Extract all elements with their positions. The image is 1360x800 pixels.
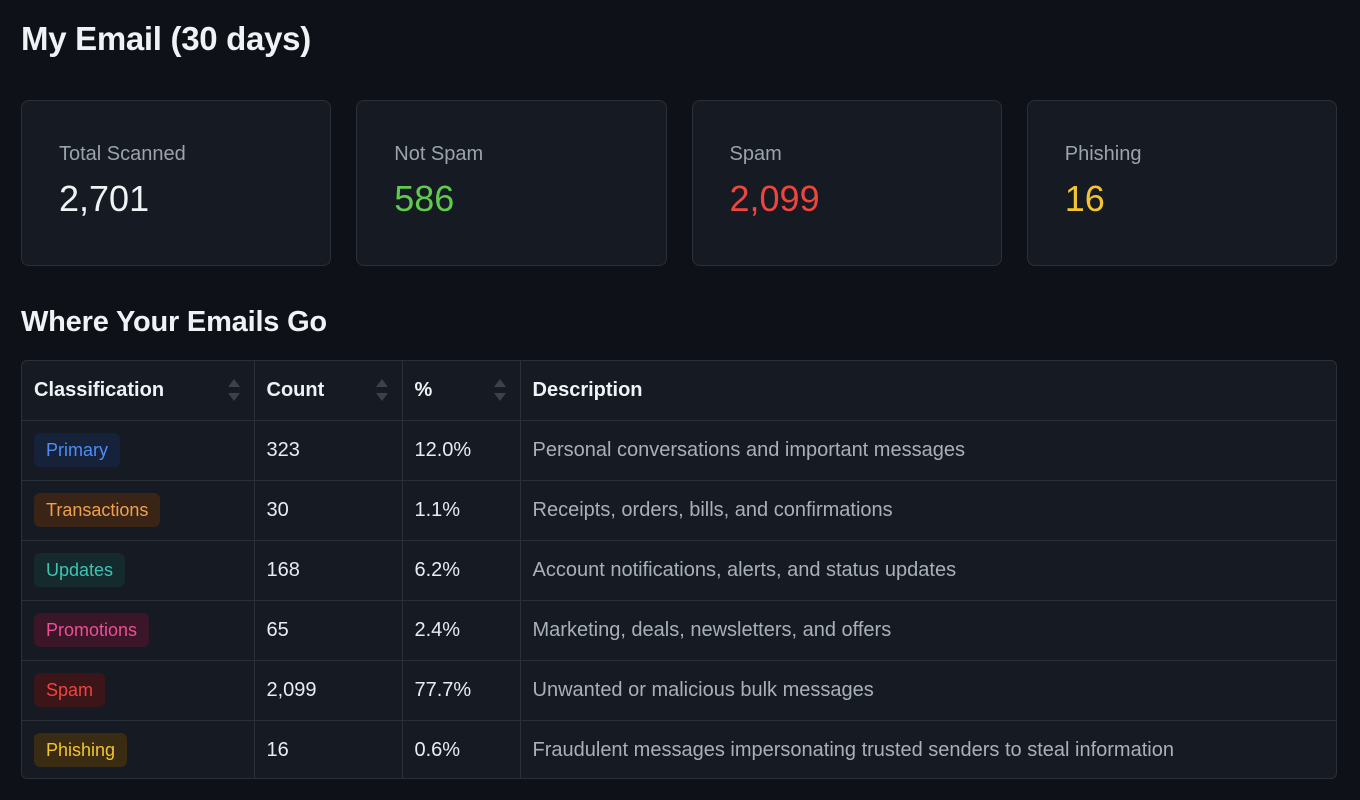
page-title: My Email (30 days) — [21, 20, 311, 57]
cell-count: 323 — [254, 420, 403, 481]
cell-percent: 0.6% — [402, 720, 521, 778]
table-row: Primary 323 12.0% Personal conversations… — [22, 420, 1336, 481]
stat-value: 2,701 — [59, 178, 150, 219]
cell-description: Personal conversations and important mes… — [520, 420, 1336, 481]
cell-count: 16 — [254, 720, 403, 778]
section-title: Where Your Emails Go — [21, 306, 327, 338]
cell-classification: Transactions — [22, 480, 255, 541]
stat-label: Total Scanned — [59, 143, 186, 165]
classification-badge: Primary — [34, 433, 120, 467]
stat-card-spam: Spam 2,099 — [691, 100, 1002, 266]
stat-label: Phishing — [1064, 143, 1142, 165]
cell-classification: Primary — [22, 420, 255, 481]
cell-count: 2,099 — [254, 660, 403, 721]
cell-classification: Promotions — [22, 600, 255, 661]
column-header-label: Classification — [34, 378, 165, 401]
classification-badge: Spam — [34, 673, 106, 707]
cell-classification: Phishing — [22, 720, 255, 778]
table-row: Spam 2,099 77.7% Unwanted or malicious b… — [22, 660, 1336, 721]
column-header-description: Description — [520, 361, 1336, 421]
classification-badge: Phishing — [34, 733, 128, 768]
stats-cards: Total Scanned 2,701 Not Spam 586 Spam 2,… — [21, 100, 1337, 266]
classification-badge: Transactions — [34, 493, 161, 527]
cell-description: Unwanted or malicious bulk messages — [520, 660, 1336, 721]
table-row: Transactions 30 1.1% Receipts, orders, b… — [22, 480, 1336, 541]
stat-value: 586 — [394, 178, 455, 219]
cell-count: 168 — [254, 540, 403, 601]
classification-badge: Updates — [34, 553, 126, 587]
table-row: Phishing 16 0.6% Fraudulent messages imp… — [22, 720, 1336, 778]
email-classification-table: Classification Count % Description — [21, 360, 1337, 779]
sort-icon[interactable] — [375, 379, 388, 402]
table-header-row: Classification Count % Description — [22, 361, 1336, 421]
column-header-label: % — [414, 378, 433, 401]
stat-card-not-spam: Not Spam 586 — [356, 100, 667, 266]
stat-card-phishing: Phishing 16 — [1026, 100, 1337, 266]
column-header-percent[interactable]: % — [402, 361, 521, 421]
stat-label: Spam — [729, 143, 782, 165]
cell-count: 65 — [254, 600, 403, 661]
classification-badge: Promotions — [34, 613, 150, 647]
stat-label: Not Spam — [394, 143, 484, 165]
cell-classification: Spam — [22, 660, 255, 721]
cell-description: Account notifications, alerts, and statu… — [520, 540, 1336, 601]
column-header-label: Description — [532, 378, 643, 401]
sort-icon[interactable] — [493, 379, 506, 402]
column-header-label: Count — [266, 378, 325, 401]
stat-value: 16 — [1064, 178, 1105, 219]
cell-percent: 77.7% — [402, 660, 521, 721]
cell-count: 30 — [254, 480, 403, 541]
cell-classification: Updates — [22, 540, 255, 601]
cell-description: Fraudulent messages impersonating truste… — [532, 738, 1174, 761]
cell-description: Receipts, orders, bills, and confirmatio… — [520, 480, 1336, 541]
cell-percent: 1.1% — [402, 480, 521, 541]
table-row: Updates 168 6.2% Account notifications, … — [22, 540, 1336, 601]
cell-description: Marketing, deals, newsletters, and offer… — [520, 600, 1336, 661]
column-header-classification[interactable]: Classification — [22, 361, 255, 421]
column-header-count[interactable]: Count — [254, 361, 403, 421]
cell-percent: 2.4% — [402, 600, 521, 661]
sort-icon[interactable] — [227, 379, 240, 402]
table-row: Promotions 65 2.4% Marketing, deals, new… — [22, 600, 1336, 661]
stat-card-total-scanned: Total Scanned 2,701 — [21, 100, 332, 266]
cell-percent: 6.2% — [402, 540, 521, 601]
stat-value: 2,099 — [729, 178, 820, 219]
cell-percent: 12.0% — [402, 420, 521, 481]
